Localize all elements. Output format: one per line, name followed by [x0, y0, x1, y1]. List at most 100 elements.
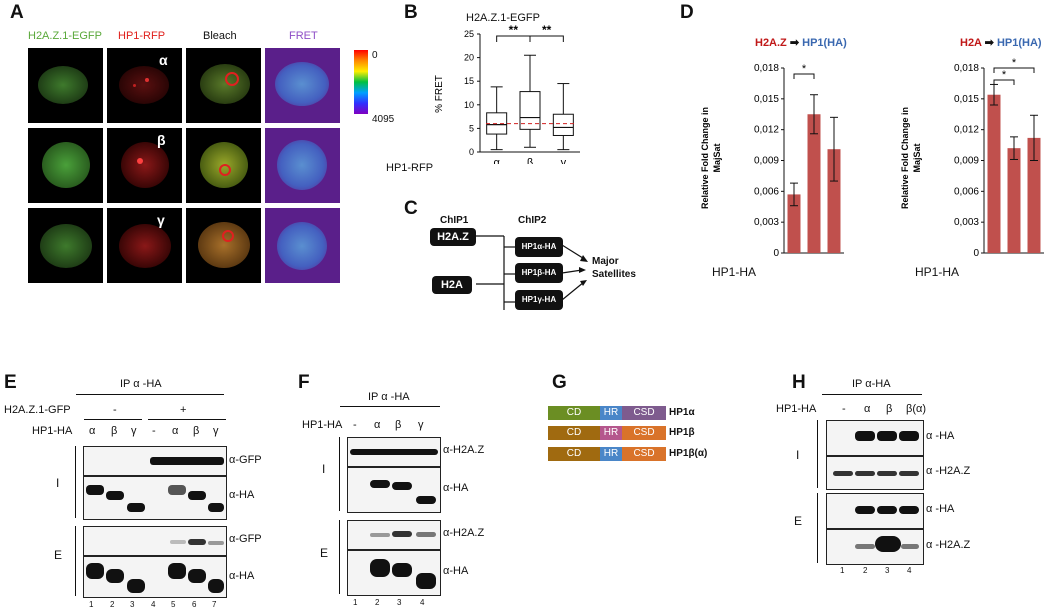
h-blot-label-3: α -HA: [926, 503, 955, 515]
domain-cd-1: CD: [548, 406, 600, 420]
f-blot-label-2: α-HA: [443, 482, 469, 494]
f-blot-label-3: α-H2A.Z: [443, 527, 485, 539]
bar1-xlabel: HP1-HA: [712, 265, 757, 279]
e-blot-i-ha: [83, 476, 227, 520]
row-label-beta: β: [157, 132, 166, 148]
panel-label-h: H: [792, 372, 806, 393]
image-bleach-alpha: [186, 48, 261, 123]
domain-label-2: HP1β: [669, 427, 695, 438]
colorbar-top-label: 0: [372, 50, 378, 61]
h-hp1-row-label: HP1-HA: [776, 403, 817, 415]
f-blot-label-1: α-H2A.Z: [443, 444, 485, 456]
h-blot-e-h2az: [826, 529, 924, 565]
target-satellites: Satellites: [592, 269, 636, 280]
fret-colorbar: [354, 50, 368, 114]
chip2-hp1b-box: HP1β-HA: [515, 263, 563, 283]
image-fret-beta: [265, 128, 340, 203]
e-minus-line: [84, 419, 142, 420]
e-blot-e-ha: [83, 556, 227, 598]
e-lane-numbers: 1 2 3 4 5 6 7: [89, 600, 217, 609]
bar1-title: H2A.Z ➡ HP1(HA): [755, 37, 847, 49]
e-group-i-bracket: [75, 446, 76, 518]
bar2-ytick-label: 0,003: [954, 217, 979, 228]
image-fret-gamma: [265, 208, 340, 283]
bar2-sig-bracket: [993, 79, 1015, 85]
e-blot-label-1: α-GFP: [229, 454, 262, 466]
image-egfp-alpha: [28, 48, 103, 123]
bar2-sig-bracket: [993, 67, 1035, 73]
box-body: [552, 113, 574, 136]
row-label-alpha: α: [159, 52, 168, 68]
bar-chart-h2az: 0 0,003 0,006 0,009 0,012 0,015 0,018 Relative …: [700, 63, 844, 258]
h-ip-label: IP α-HA: [852, 378, 891, 390]
column-label-egfp: H2A.Z.1-EGFP: [28, 30, 102, 42]
h-blot-i-h2az: [826, 456, 924, 490]
e-hp1-row-label: HP1-HA: [32, 425, 73, 437]
domain-cd-2: CD: [548, 426, 600, 440]
domain-csd-1: CSD: [622, 406, 666, 420]
domain-csd-2: CSD: [622, 426, 666, 440]
panel-label-c: C: [404, 198, 418, 219]
box-ytick-label: 0: [469, 147, 474, 157]
h-blot-i-ha: [826, 420, 924, 456]
bar2-ytick-label: 0,009: [954, 156, 979, 167]
column-label-bleach: Bleach: [203, 30, 237, 42]
e-blot-label-3: α-GFP: [229, 533, 262, 545]
e-plus: +: [180, 404, 187, 416]
f-blot-label-4: α-HA: [443, 565, 469, 577]
e-blot-label-2: α-HA: [229, 489, 255, 501]
e-plus-line: [148, 419, 226, 420]
domain-hr-2: HR: [600, 426, 622, 440]
image-egfp-beta: [28, 128, 103, 203]
domain-hr-1: HR: [600, 406, 622, 420]
h-group-i: I: [796, 448, 800, 462]
bar2-sig-star: *: [1012, 58, 1017, 69]
f-ip-label: IP α -HA: [368, 391, 410, 403]
box-chart-title: H2A.Z.1-EGFP: [466, 12, 540, 24]
chip1-h2az-box: H2A.Z: [430, 228, 476, 246]
chip1-label: ChIP1: [440, 215, 469, 226]
bar1-ytick-label: 0,015: [754, 94, 779, 105]
panel-label-f: F: [298, 372, 310, 393]
domain-label-1: HP1α: [669, 407, 695, 418]
box-plot: 0 5 10 15 20 25 % FRET α β γ ** **: [434, 24, 580, 164]
row-label-gamma: γ: [157, 212, 165, 228]
panel-label-b: B: [404, 2, 418, 23]
image-rfp-alpha: α: [107, 48, 182, 123]
bar1-ytick-label: 0,012: [754, 125, 779, 136]
e-gfp-row-label: H2A.Z.1-GFP: [4, 404, 71, 416]
bar1-ylabel-1: Relative Fold Change in: [700, 107, 710, 209]
bar1-ytick-label: 0,003: [754, 217, 779, 228]
bar2-bar: [1007, 148, 1021, 253]
f-hp1-row-label: HP1-HA: [302, 419, 343, 431]
domain-cd-3: CD: [548, 447, 600, 461]
bar1-ylabel-2: MajSat: [712, 143, 722, 172]
bar2-sig-star: *: [1002, 69, 1007, 81]
e-group-e: E: [54, 548, 63, 562]
e-blot-label-4: α-HA: [229, 570, 255, 582]
f-blot-i-h2az: [347, 437, 441, 467]
bar2-bar: [1027, 137, 1041, 253]
f-blot-e-h2az: [347, 520, 441, 550]
column-label-rfp: HP1-RFP: [118, 30, 166, 42]
bar1-sig-bracket: [793, 73, 815, 79]
bar2-ytick-label: 0,012: [954, 125, 979, 136]
colorbar-bottom-label: 4095: [372, 114, 395, 125]
chip-diagram-lines: [476, 235, 588, 310]
h-group-e-bracket: [817, 493, 818, 563]
chip2-label: ChIP2: [518, 215, 547, 226]
e-group-i: I: [56, 476, 60, 490]
h-blot-label-1: α -HA: [926, 430, 955, 442]
box-xlabel-prefix: HP1-RFP: [386, 162, 434, 174]
bar1-ytick-label: 0: [773, 248, 779, 258]
h-blot-label-4: α -H2A.Z: [926, 539, 971, 551]
bar1-ytick-label: 0,006: [754, 186, 779, 197]
image-bleach-beta: [186, 128, 261, 203]
h-lane-numbers: 1 2 3 4: [840, 566, 912, 575]
box-sig-1: **: [509, 24, 519, 37]
f-blot-i-ha: [347, 467, 441, 513]
box-xtick-label: α: [493, 157, 500, 164]
h-ip-line: [822, 394, 922, 395]
box-ytick-label: 5: [469, 123, 474, 133]
f-group-e-bracket: [339, 520, 340, 594]
